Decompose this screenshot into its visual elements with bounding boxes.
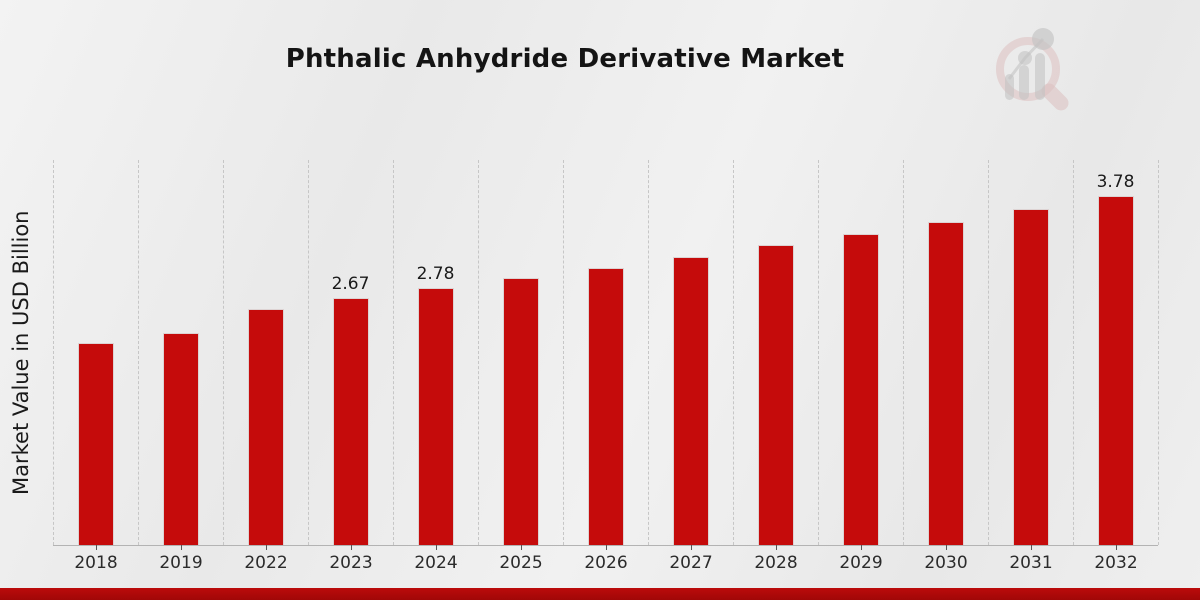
gridline	[308, 160, 309, 545]
bar-2028	[758, 245, 794, 545]
gridline	[563, 160, 564, 545]
gridline	[988, 160, 989, 545]
x-axis-line	[53, 545, 1158, 546]
bar-2022	[248, 309, 284, 545]
bar-2031	[1013, 209, 1049, 545]
x-axis-tick-2025	[521, 545, 522, 550]
x-axis-tick-2030	[946, 545, 947, 550]
gridline	[53, 160, 54, 545]
plot-area	[53, 160, 1159, 545]
value-label-2023: 2.67	[331, 274, 370, 294]
bar-2025	[503, 278, 539, 545]
x-axis-label-2019: 2019	[159, 553, 203, 573]
x-axis-label-2027: 2027	[669, 553, 713, 573]
x-axis-label-2030: 2030	[924, 553, 968, 573]
x-axis-tick-2028	[776, 545, 777, 550]
x-axis-tick-2029	[861, 545, 862, 550]
x-axis-label-2018: 2018	[74, 553, 118, 573]
gridline	[1073, 160, 1074, 545]
value-label-2024: 2.78	[416, 264, 455, 284]
bar-2023	[333, 298, 369, 545]
gridline	[223, 160, 224, 545]
x-axis-tick-2024	[436, 545, 437, 550]
gridline	[393, 160, 394, 545]
x-axis-tick-2031	[1031, 545, 1032, 550]
x-axis-label-2024: 2024	[414, 553, 458, 573]
bar-2026	[588, 268, 624, 545]
x-axis-tick-2019	[181, 545, 182, 550]
x-axis-tick-2023	[351, 545, 352, 550]
x-axis-label-2022: 2022	[244, 553, 288, 573]
bar-2019	[163, 333, 199, 545]
bar-2018	[78, 343, 114, 545]
gridline	[478, 160, 479, 545]
x-axis-tick-2027	[691, 545, 692, 550]
gridline	[818, 160, 819, 545]
x-axis-label-2025: 2025	[499, 553, 543, 573]
gridline	[733, 160, 734, 545]
bar-2024	[418, 288, 454, 545]
y-axis-label: Market Value in USD Billion	[9, 210, 33, 495]
x-axis-tick-2026	[606, 545, 607, 550]
x-axis-label-2023: 2023	[329, 553, 373, 573]
bottom-accent-band	[0, 588, 1200, 600]
x-axis-label-2026: 2026	[584, 553, 628, 573]
value-label-2032: 3.78	[1096, 172, 1135, 192]
gridline	[648, 160, 649, 545]
x-axis-label-2031: 2031	[1009, 553, 1053, 573]
bar-2027	[673, 257, 709, 545]
chart-title: Phthalic Anhydride Derivative Market	[285, 44, 845, 74]
x-axis-label-2028: 2028	[754, 553, 798, 573]
x-axis-label-2032: 2032	[1094, 553, 1138, 573]
x-axis-tick-2032	[1116, 545, 1117, 550]
bar-2030	[928, 222, 964, 545]
magnifier-bar-chart-watermark-icon	[996, 28, 1069, 111]
x-axis-tick-2022	[266, 545, 267, 550]
bar-2032	[1098, 196, 1134, 545]
x-axis-tick-2018	[96, 545, 97, 550]
gridline	[903, 160, 904, 545]
bar-2029	[843, 234, 879, 545]
gridline	[138, 160, 139, 545]
x-axis-label-2029: 2029	[839, 553, 883, 573]
gridline	[1158, 160, 1159, 545]
